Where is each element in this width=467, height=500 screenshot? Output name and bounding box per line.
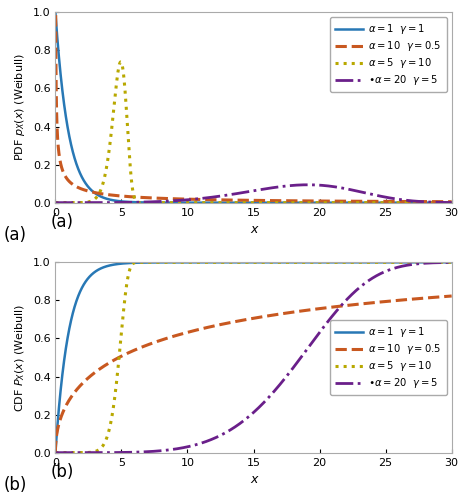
$\alpha = 1\ \ \gamma = 1$ xyxy=(378,200,384,205)
$\alpha = 1\ \ \gamma = 1$ xyxy=(53,10,58,16)
$\alpha = 5\ \ \gamma = 10$ xyxy=(290,260,296,266)
$\bullet\alpha = 20\ \ \gamma = 5$ xyxy=(311,182,316,188)
$\alpha = 1\ \ \gamma = 1$ xyxy=(204,200,210,205)
$\bullet\alpha = 20\ \ \gamma = 5$ xyxy=(449,200,454,205)
$\alpha = 10\ \ \gamma = 0.5$ xyxy=(290,198,296,204)
$\bullet\alpha = 20\ \ \gamma = 5$ xyxy=(378,194,384,200)
$\alpha = 1\ \ \gamma = 1$ xyxy=(310,200,316,205)
Text: (a): (a) xyxy=(51,212,74,230)
$\alpha = 5\ \ \gamma = 10$ xyxy=(148,260,153,266)
Line: $\alpha = 1\ \ \gamma = 1$: $\alpha = 1\ \ \gamma = 1$ xyxy=(56,12,452,202)
$\bullet\alpha = 20\ \ \gamma = 5$ xyxy=(449,260,454,266)
$\alpha = 10\ \ \gamma = 0.5$ xyxy=(310,198,316,204)
Text: (a): (a) xyxy=(4,226,27,244)
$\alpha = 1\ \ \gamma = 1$ xyxy=(310,260,316,266)
$\alpha = 1\ \ \gamma = 1$ xyxy=(204,260,210,266)
$\alpha = 1\ \ \gamma = 1$ xyxy=(348,260,354,266)
$\alpha = 10\ \ \gamma = 0.5$ xyxy=(204,196,210,202)
$\alpha = 1\ \ \gamma = 1$ xyxy=(53,450,58,456)
$\alpha = 1\ \ \gamma = 1$ xyxy=(449,200,454,205)
$\alpha = 10\ \ \gamma = 0.5$ xyxy=(348,198,354,204)
$\bullet\alpha = 20\ \ \gamma = 5$ xyxy=(53,200,58,205)
$\alpha = 5\ \ \gamma = 10$ xyxy=(449,260,454,266)
$\alpha = 5\ \ \gamma = 10$ xyxy=(379,200,384,205)
$\alpha = 10\ \ \gamma = 0.5$ xyxy=(348,302,354,308)
$\alpha = 1\ \ \gamma = 1$ xyxy=(290,200,296,205)
$\alpha = 5\ \ \gamma = 10$ xyxy=(311,200,316,205)
$\bullet\alpha = 20\ \ \gamma = 5$ xyxy=(290,365,296,371)
$\bullet\alpha = 20\ \ \gamma = 5$ xyxy=(305,182,311,188)
Y-axis label: PDF $p_X(x)$ (Weibull): PDF $p_X(x)$ (Weibull) xyxy=(13,54,27,162)
$\alpha = 10\ \ \gamma = 0.5$ xyxy=(449,198,454,204)
$\alpha = 10\ \ \gamma = 0.5$ xyxy=(125,350,130,356)
$\alpha = 1\ \ \gamma = 1$ xyxy=(348,200,354,205)
$\alpha = 1\ \ \gamma = 1$ xyxy=(378,260,384,266)
$\bullet\alpha = 20\ \ \gamma = 5$ xyxy=(290,182,296,188)
$\alpha = 5\ \ \gamma = 10$ xyxy=(118,59,123,65)
Line: $\bullet\alpha = 20\ \ \gamma = 5$: $\bullet\alpha = 20\ \ \gamma = 5$ xyxy=(56,262,452,452)
$\alpha = 1\ \ \gamma = 1$ xyxy=(125,260,130,266)
$\alpha = 10\ \ \gamma = 0.5$ xyxy=(53,449,58,455)
Line: $\alpha = 10\ \ \gamma = 0.5$: $\alpha = 10\ \ \gamma = 0.5$ xyxy=(56,296,452,452)
$\bullet\alpha = 20\ \ \gamma = 5$ xyxy=(348,187,354,193)
$\alpha = 5\ \ \gamma = 10$ xyxy=(348,200,354,205)
$\bullet\alpha = 20\ \ \gamma = 5$ xyxy=(204,195,210,201)
X-axis label: x: x xyxy=(250,223,257,236)
$\alpha = 10\ \ \gamma = 0.5$ xyxy=(125,194,130,200)
$\alpha = 5\ \ \gamma = 10$ xyxy=(125,124,130,130)
Legend: $\alpha = 1\ \ \gamma = 1$, $\alpha = 10\ \ \gamma = 0.5$, $\alpha = 5\ \ \gamma: $\alpha = 1\ \ \gamma = 1$, $\alpha = 10… xyxy=(330,320,446,395)
$\alpha = 5\ \ \gamma = 10$ xyxy=(449,200,454,205)
$\alpha = 5\ \ \gamma = 10$ xyxy=(204,200,210,205)
$\alpha = 5\ \ \gamma = 10$ xyxy=(53,450,58,456)
$\bullet\alpha = 20\ \ \gamma = 5$ xyxy=(310,338,316,344)
$\bullet\alpha = 20\ \ \gamma = 5$ xyxy=(348,292,354,298)
Legend: $\alpha = 1\ \ \gamma = 1$, $\alpha = 10\ \ \gamma = 0.5$, $\alpha = 5\ \ \gamma: $\alpha = 1\ \ \gamma = 1$, $\alpha = 10… xyxy=(330,18,446,92)
$\alpha = 10\ \ \gamma = 0.5$ xyxy=(290,309,296,315)
$\alpha = 5\ \ \gamma = 10$ xyxy=(53,200,58,205)
$\alpha = 10\ \ \gamma = 0.5$ xyxy=(378,198,384,204)
$\bullet\alpha = 20\ \ \gamma = 5$ xyxy=(125,200,130,205)
Text: (b): (b) xyxy=(51,462,74,480)
$\alpha = 1\ \ \gamma = 1$ xyxy=(449,260,454,266)
$\bullet\alpha = 20\ \ \gamma = 5$ xyxy=(378,270,384,276)
$\bullet\alpha = 20\ \ \gamma = 5$ xyxy=(53,450,58,456)
$\alpha = 10\ \ \gamma = 0.5$ xyxy=(449,293,454,299)
$\alpha = 10\ \ \gamma = 0.5$ xyxy=(204,324,210,330)
$\alpha = 5\ \ \gamma = 10$ xyxy=(290,200,296,205)
Y-axis label: CDF $P_X(x)$ (Weibull): CDF $P_X(x)$ (Weibull) xyxy=(14,304,27,412)
Text: (b): (b) xyxy=(4,476,27,494)
$\alpha = 10\ \ \gamma = 0.5$ xyxy=(310,306,316,312)
$\alpha = 5\ \ \gamma = 10$ xyxy=(348,260,354,266)
$\bullet\alpha = 20\ \ \gamma = 5$ xyxy=(204,438,210,444)
$\alpha = 5\ \ \gamma = 10$ xyxy=(181,200,186,205)
$\alpha = 5\ \ \gamma = 10$ xyxy=(311,260,316,266)
Line: $\alpha = 1\ \ \gamma = 1$: $\alpha = 1\ \ \gamma = 1$ xyxy=(56,262,452,452)
Line: $\bullet\alpha = 20\ \ \gamma = 5$: $\bullet\alpha = 20\ \ \gamma = 5$ xyxy=(56,185,452,202)
$\alpha = 1\ \ \gamma = 1$ xyxy=(125,199,130,205)
$\alpha = 10\ \ \gamma = 0.5$ xyxy=(378,299,384,305)
X-axis label: x: x xyxy=(250,473,257,486)
Line: $\alpha = 10\ \ \gamma = 0.5$: $\alpha = 10\ \ \gamma = 0.5$ xyxy=(56,0,452,202)
$\bullet\alpha = 20\ \ \gamma = 5$ xyxy=(125,450,130,456)
Line: $\alpha = 5\ \ \gamma = 10$: $\alpha = 5\ \ \gamma = 10$ xyxy=(56,262,452,452)
$\alpha = 5\ \ \gamma = 10$ xyxy=(125,277,130,283)
$\alpha = 1\ \ \gamma = 1$ xyxy=(290,260,296,266)
$\alpha = 5\ \ \gamma = 10$ xyxy=(204,260,210,266)
$\alpha = 5\ \ \gamma = 10$ xyxy=(378,260,384,266)
Line: $\alpha = 5\ \ \gamma = 10$: $\alpha = 5\ \ \gamma = 10$ xyxy=(56,62,452,202)
